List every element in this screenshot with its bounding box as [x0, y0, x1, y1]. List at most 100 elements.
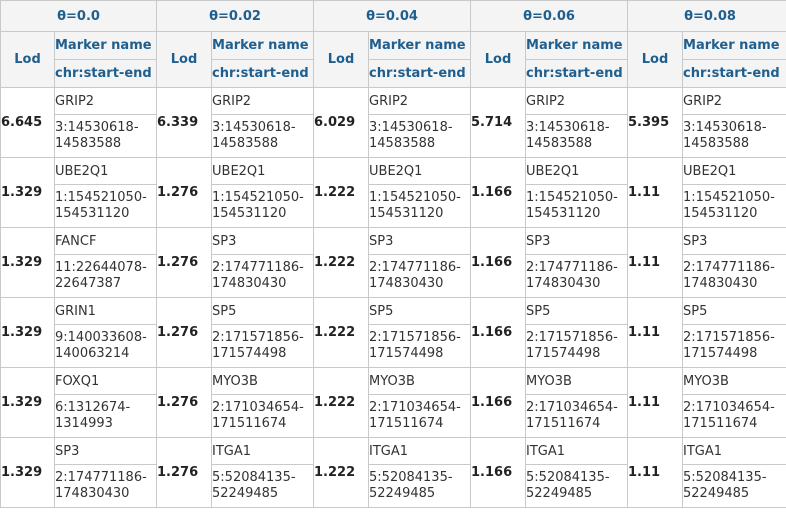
table-row-position: 2:174771186- 174830430 5:52084135- 52249485…	[1, 464, 786, 508]
position-column-header: chr:start-end	[368, 59, 472, 88]
marker-name: SP3	[682, 227, 786, 255]
marker-position: 1:154521050- 154531120	[53, 184, 158, 228]
marker-name: MYO3B	[682, 367, 786, 395]
position-start: 3:14530618-	[369, 120, 453, 135]
position-end: 14583588	[369, 136, 436, 151]
lod-value: 1.222	[313, 297, 370, 368]
marker-position: 2:171571856- 171574498	[682, 324, 786, 368]
position-end: 14583588	[212, 136, 279, 151]
theta-header: θ=0.08	[627, 0, 786, 32]
position-end: 14583588	[683, 136, 750, 151]
position-start: 2:171571856-	[369, 330, 461, 345]
lod-value: 1.222	[313, 157, 370, 228]
marker-position: 3:14530618- 14583588	[53, 114, 158, 158]
table-body: 6.645 GRIP2 6.339 GRIP2 6.029 GRIP2 5.714 GRIP2…	[0, 87, 786, 508]
marker-position: 2:174771186- 174830430	[682, 254, 786, 298]
lod-value: 1.329	[0, 227, 55, 298]
position-start: 6:1312674-	[55, 400, 131, 415]
marker-name: FOXQ1	[53, 367, 158, 395]
position-end: 154531120	[55, 206, 130, 221]
marker-name: SP3	[368, 227, 472, 255]
marker-position: 2:174771186- 174830430	[525, 254, 629, 298]
position-end: 171511674	[369, 416, 444, 431]
lod-value: 1.11	[627, 367, 684, 438]
marker-name: MYO3B	[368, 367, 472, 395]
marker-position: 11:22644078- 22647387	[53, 254, 158, 298]
marker-name: SP3	[211, 227, 315, 255]
position-start: 2:174771186-	[212, 260, 304, 275]
marker-name: GRIP2	[53, 87, 158, 115]
marker-name: SP5	[682, 297, 786, 325]
marker-position: 2:171034654- 171511674	[368, 394, 472, 438]
position-start: 2:174771186-	[55, 470, 147, 485]
marker-name: UBE2Q1	[368, 157, 472, 185]
lod-column-header: Lod	[156, 31, 213, 88]
position-end: 154531120	[526, 206, 601, 221]
table-row-position: 3:14530618- 14583588 3:14530618- 14583588 3:…	[1, 114, 786, 158]
column-header-row: Lod Marker name Lod Marker name Lod Mark…	[0, 31, 786, 88]
lod-value: 1.329	[0, 157, 55, 228]
position-start: 3:14530618-	[526, 120, 610, 135]
position-end: 1314993	[55, 416, 113, 431]
position-start: 3:14530618-	[55, 120, 139, 135]
marker-position: 3:14530618- 14583588	[211, 114, 315, 158]
marker-name: SP3	[525, 227, 629, 255]
theta-header: θ=0.0	[0, 0, 158, 32]
position-start: 2:174771186-	[369, 260, 461, 275]
position-end: 171511674	[683, 416, 758, 431]
lod-value: 5.395	[627, 87, 684, 158]
position-end: 171574498	[683, 346, 758, 361]
marker-position: 5:52084135- 52249485	[682, 464, 786, 508]
marker-position: 2:174771186- 174830430	[53, 464, 158, 508]
marker-name: SP5	[525, 297, 629, 325]
position-end: 140063214	[55, 346, 130, 361]
lod-value: 1.11	[627, 157, 684, 228]
marker-position: 1:154521050- 154531120	[368, 184, 472, 228]
table-row: 1.329 SP3 1.276 ITGA1 1.222 ITGA1 1.166 ITGA1 1.…	[0, 437, 786, 508]
table-row-position: 11:22644078- 22647387 2:174771186- 17483043…	[1, 254, 786, 298]
marker-position: 3:14530618- 14583588	[525, 114, 629, 158]
position-end: 174830430	[526, 276, 601, 291]
position-end: 154531120	[212, 206, 287, 221]
table-row: 6.645 GRIP2 6.339 GRIP2 6.029 GRIP2 5.714 GRIP2…	[0, 87, 786, 158]
lod-value: 1.166	[470, 367, 527, 438]
position-start: 1:154521050-	[212, 190, 304, 205]
marker-name: ITGA1	[525, 437, 629, 465]
marker-position: 2:171034654- 171511674	[682, 394, 786, 438]
lod-results-table: θ=0.0 θ=0.02 θ=0.04 θ=0.06 θ=0.08 Lod Ma…	[0, 0, 786, 508]
position-start: 1:154521050-	[369, 190, 461, 205]
marker-name: GRIP2	[211, 87, 315, 115]
lod-value: 1.166	[470, 297, 527, 368]
marker-name: UBE2Q1	[682, 157, 786, 185]
position-start: 5:52084135-	[369, 470, 453, 485]
lod-value: 1.11	[627, 437, 684, 508]
position-start: 1:154521050-	[526, 190, 618, 205]
lod-column-header: Lod	[470, 31, 527, 88]
marker-name: GRIP2	[368, 87, 472, 115]
position-column-header: chr:start-end	[682, 59, 786, 88]
theta-header-row: θ=0.0 θ=0.02 θ=0.04 θ=0.06 θ=0.08	[0, 0, 786, 32]
position-start: 1:154521050-	[55, 190, 147, 205]
position-start: 2:171034654-	[683, 400, 775, 415]
marker-position: 2:171571856- 171574498	[525, 324, 629, 368]
position-end: 14583588	[55, 136, 122, 151]
marker-name: ITGA1	[682, 437, 786, 465]
table-row: 1.329 FANCF 1.276 SP3 1.222 SP3 1.166 SP3 1.11 SP…	[0, 227, 786, 298]
marker-position: 2:171571856- 171574498	[368, 324, 472, 368]
marker-position: 2:171034654- 171511674	[211, 394, 315, 438]
position-column-header: chr:start-end	[53, 59, 158, 88]
position-header-row: chr:start-end chr:start-end chr:start-en…	[1, 59, 786, 88]
marker-position: 3:14530618- 14583588	[682, 114, 786, 158]
marker-name: UBE2Q1	[525, 157, 629, 185]
lod-value: 1.329	[0, 437, 55, 508]
lod-column-header: Lod	[0, 31, 55, 88]
lod-value: 6.029	[313, 87, 370, 158]
theta-header: θ=0.06	[470, 0, 629, 32]
position-start: 2:171571856-	[526, 330, 618, 345]
table-row: 1.329 UBE2Q1 1.276 UBE2Q1 1.222 UBE2Q1 1.166 UB…	[0, 157, 786, 228]
position-start: 9:140033608-	[55, 330, 147, 345]
lod-column-header: Lod	[627, 31, 684, 88]
marker-name-column-header: Marker name	[211, 31, 315, 60]
marker-position: 2:171571856- 171574498	[211, 324, 315, 368]
marker-position: 2:174771186- 174830430	[368, 254, 472, 298]
